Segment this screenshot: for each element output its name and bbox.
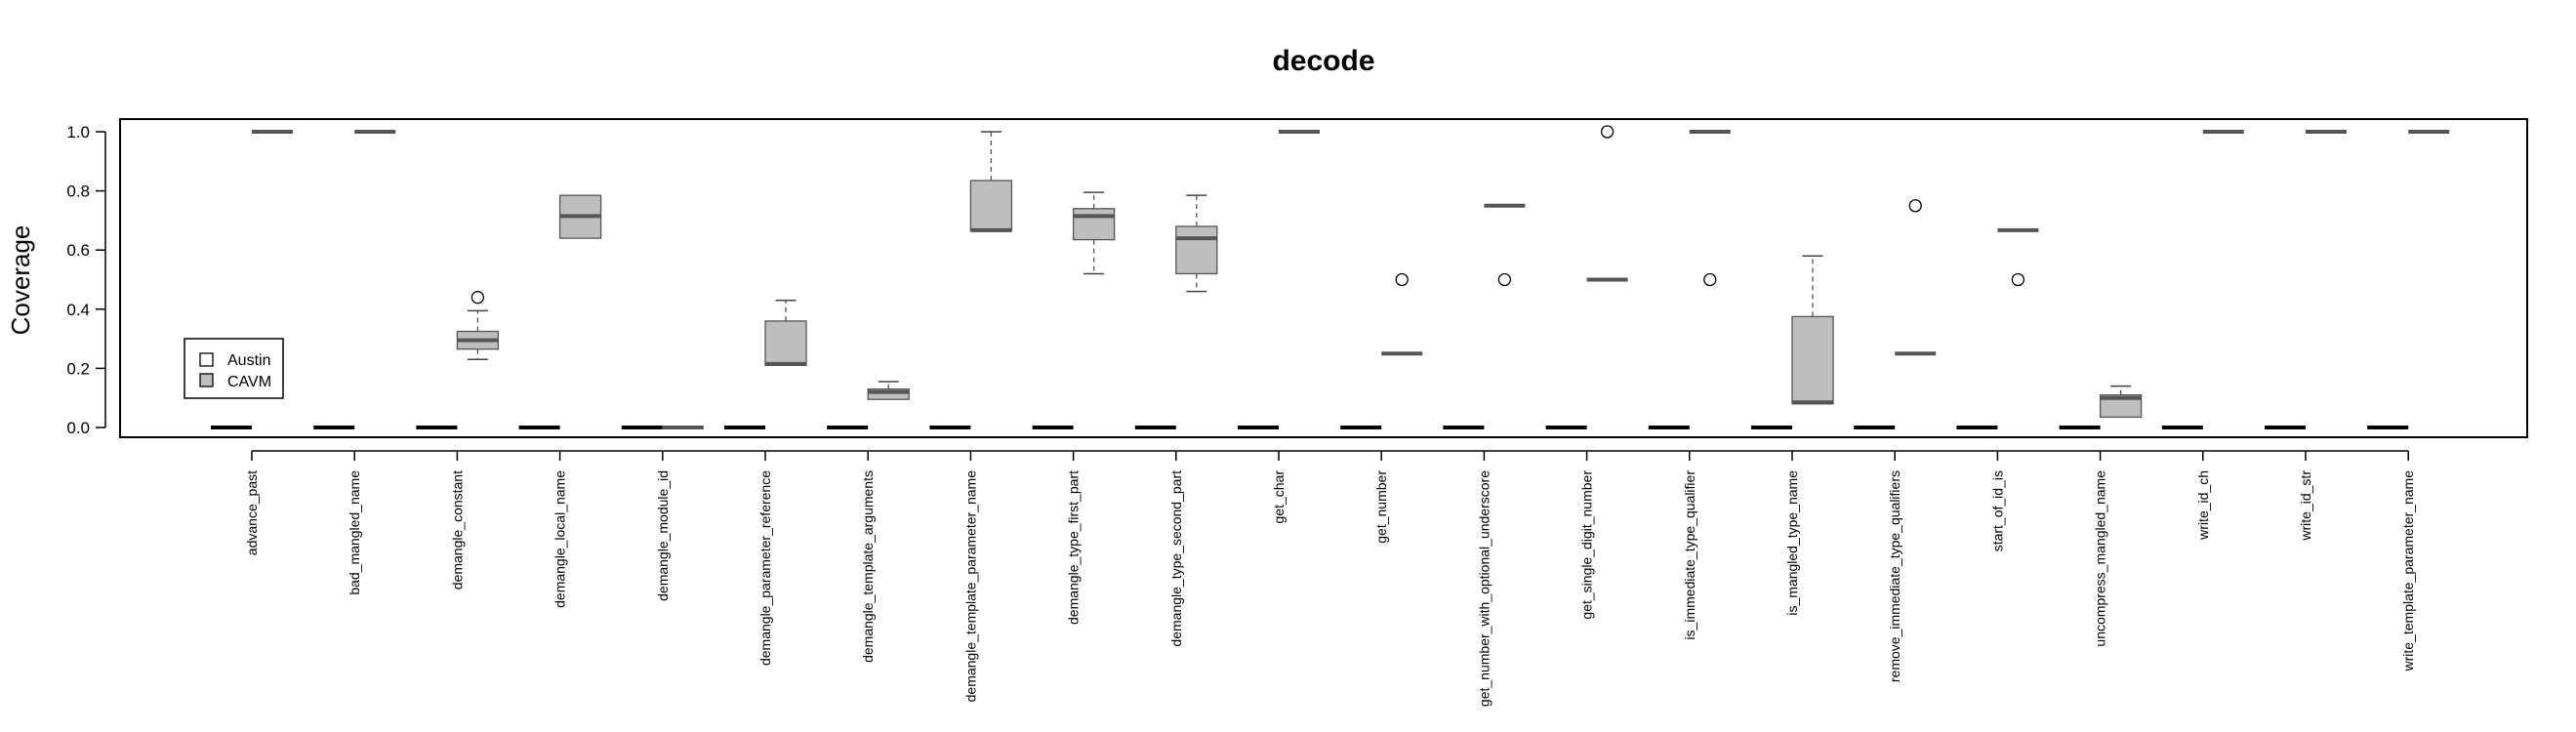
x-tick-label: demangle_parameter_reference <box>757 470 773 666</box>
x-tick-label: write_template_parameter_name <box>2400 470 2416 672</box>
x-tick-label: bad_mangled_name <box>347 470 362 595</box>
box-outlier <box>2011 272 2025 287</box>
box-iqr <box>1175 225 1218 275</box>
chart-title: decode <box>1272 45 1374 77</box>
x-tick-label: is_immediate_type_qualifier <box>1682 470 1697 640</box>
y-axis-label: Coverage <box>6 225 35 336</box>
y-tick-label: 0.2 <box>66 359 90 378</box>
x-tick-label: demangle_type_first_part <box>1066 470 1082 625</box>
box-outlier <box>1395 272 1409 287</box>
x-axis: advance_past bad_mangled_name demangle_con… <box>244 450 2416 707</box>
x-tick-label: uncompress_mangled_name <box>2093 470 2108 647</box>
plot-frame <box>119 118 2528 438</box>
box-iqr <box>764 320 807 367</box>
y-tick-label: 0.4 <box>66 301 90 319</box>
legend: Austin CAVM <box>184 338 284 399</box>
y-tick-label: 1.0 <box>66 123 90 142</box>
x-tick-label: get_single_digit_number <box>1579 470 1595 620</box>
box-outlier <box>1908 199 1922 213</box>
x-tick-label: get_char <box>1271 470 1287 524</box>
box-iqr <box>1791 315 1834 405</box>
x-tick-label: demangle_module_id <box>655 470 671 601</box>
box-outlier <box>1497 272 1512 287</box>
legend-box <box>184 338 284 399</box>
x-tick-label: get_number <box>1373 470 1389 544</box>
box-outlier <box>1703 272 1717 287</box>
box-iqr <box>969 180 1013 232</box>
legend-label-austin: Austin <box>227 352 270 369</box>
x-tick-label: demangle_template_parameter_name <box>962 470 978 703</box>
y-tick-label: 0.8 <box>66 183 90 201</box>
x-tick-label: demangle_local_name <box>552 470 568 608</box>
x-tick-label: advance_past <box>244 470 260 555</box>
box-outlier <box>470 291 485 305</box>
y-tick-label: 0.6 <box>66 241 90 260</box>
box-outlier <box>1600 125 1615 139</box>
x-tick-label: demangle_template_arguments <box>860 470 876 663</box>
x-tick-label: start_of_id_is <box>1989 470 2005 551</box>
box-iqr <box>1072 208 1116 241</box>
legend-swatch-cavm <box>199 373 214 387</box>
x-tick-label: remove_immediate_type_qualifiers <box>1887 470 1902 682</box>
x-tick-label: write_id_ch <box>2195 470 2211 541</box>
x-tick-label: demangle_constant <box>449 470 465 590</box>
legend-label-cavm: CAVM <box>227 374 271 390</box>
legend-swatch-austin <box>199 352 214 367</box>
x-tick-label: get_number_with_optional_underscore <box>1476 470 1492 707</box>
x-tick-label: demangle_type_second_part <box>1168 470 1184 647</box>
y-axis: 0.0 0.2 0.4 0.6 0.8 1.0 <box>66 123 106 437</box>
box-iqr <box>867 387 910 400</box>
box-iqr <box>2099 394 2143 419</box>
x-tick-label: is_mangled_type_name <box>1784 470 1800 616</box>
y-tick-label: 0.0 <box>66 419 90 437</box>
boxes-layer <box>211 125 2450 429</box>
x-tick-label: write_id_str <box>2298 470 2313 542</box>
